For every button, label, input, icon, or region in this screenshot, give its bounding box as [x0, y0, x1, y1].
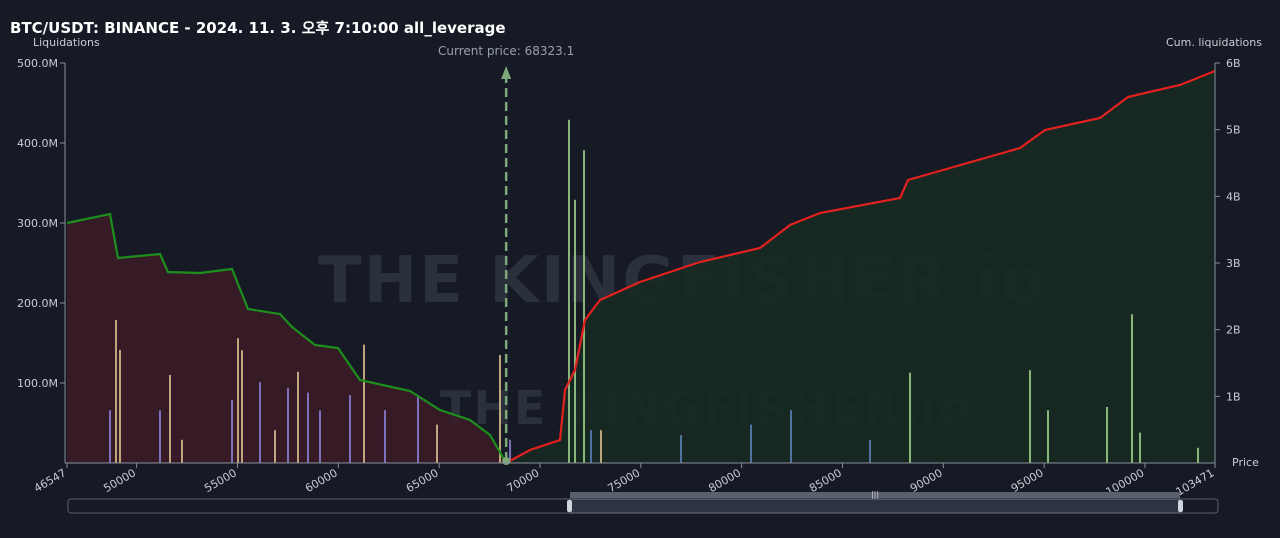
y-tick-label: 300.0M [17, 217, 58, 230]
slider-selection[interactable] [569, 498, 1181, 514]
bar [499, 355, 502, 463]
y-axis-label: Liquidations [33, 36, 100, 49]
y2-axis-label: Cum. liquidations [1166, 36, 1262, 49]
y2-tick-label: 4B [1226, 190, 1241, 203]
slider-grip: ||| [871, 490, 879, 499]
bar [274, 430, 277, 463]
bar [509, 439, 512, 463]
y-tick-label: 100.0M [17, 377, 58, 390]
y2-tick-label: 6B [1226, 57, 1241, 70]
y2-tick-label: 1B [1226, 390, 1241, 403]
y-tick-label: 500.0M [17, 57, 58, 70]
bar [180, 439, 183, 463]
current-price-dot [502, 457, 511, 465]
current-price-arrow [501, 66, 512, 79]
bar [114, 320, 117, 463]
bar [417, 395, 420, 463]
y2-tick-label: 5B [1226, 124, 1241, 137]
bar [750, 424, 753, 463]
bar [383, 410, 386, 463]
bar [790, 410, 793, 463]
bar [306, 392, 309, 463]
bar [590, 430, 593, 463]
bar [231, 399, 234, 463]
area [506, 71, 1216, 463]
cumulative-line [505, 69, 1216, 464]
chart-title: BTC/USDT: BINANCE - 2024. 11. 3. 오후 7:10… [10, 19, 506, 37]
range-slider[interactable]: ||| [67, 490, 1219, 514]
bar [1047, 410, 1050, 463]
y2-tick-label: 2B [1226, 324, 1241, 337]
bar [349, 395, 352, 463]
bar [1139, 432, 1142, 463]
bar [296, 371, 299, 463]
bar [168, 375, 171, 463]
bar [1029, 370, 1032, 463]
bar [436, 424, 439, 463]
bar [600, 430, 603, 463]
bar [118, 350, 121, 463]
slider-handle[interactable] [567, 500, 572, 512]
bar [236, 338, 239, 463]
bar [909, 372, 912, 463]
area [67, 214, 507, 463]
y-tick-label: 200.0M [17, 297, 58, 310]
slider-bar[interactable] [570, 492, 1180, 498]
bar [680, 435, 683, 463]
bar [286, 387, 289, 463]
bar [318, 410, 321, 463]
bar [568, 119, 571, 464]
slider-handle[interactable] [1178, 500, 1183, 512]
annotation: Current price: 68323.1 [438, 44, 574, 58]
plot-area: Current price: 68323.1 100.0M 200.0M 300.0M… [17, 44, 1241, 499]
cumulative-line [66, 212, 508, 464]
x-axis-label: Price [1232, 456, 1259, 469]
bar [1131, 314, 1134, 463]
y2-tick-label: 3B [1226, 257, 1241, 270]
bar [158, 410, 161, 463]
bar [574, 199, 577, 464]
bar [583, 150, 586, 463]
y-tick-label: 400.0M [17, 137, 58, 150]
bar [240, 350, 243, 463]
bar [868, 439, 871, 463]
bar [363, 344, 366, 463]
bar [108, 410, 111, 463]
bar [259, 382, 262, 463]
bar [1106, 407, 1109, 463]
bar [1197, 447, 1200, 463]
